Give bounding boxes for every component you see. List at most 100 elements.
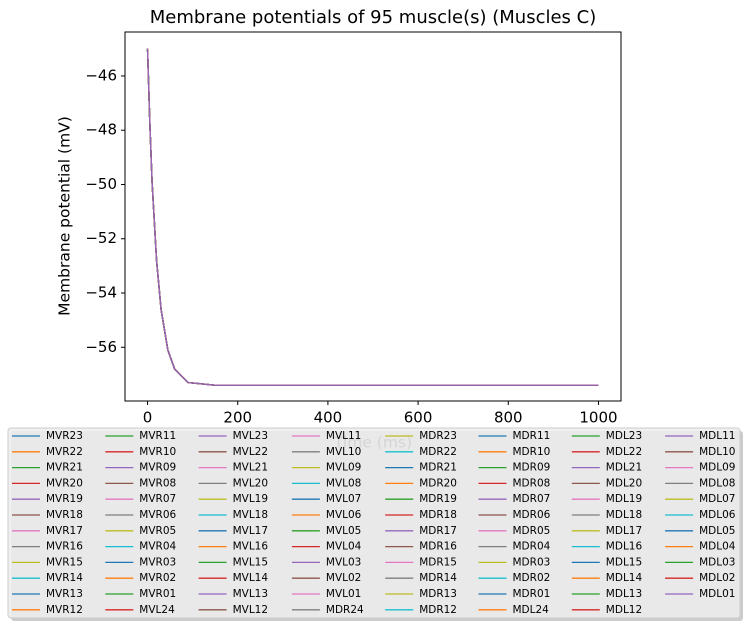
- legend-label: MDL22: [606, 446, 642, 458]
- legend-label: MVR09: [139, 462, 176, 474]
- legend-label: MVR11: [139, 430, 176, 442]
- x-tick-label: 400: [314, 409, 343, 427]
- x-tick-label: 0: [143, 409, 153, 427]
- legend-label: MVL20: [233, 477, 268, 489]
- legend-label: MVL21: [233, 462, 268, 474]
- legend-label: MDR01: [513, 588, 551, 600]
- legend-label: MDL16: [606, 541, 643, 553]
- legend-label: MVR22: [46, 446, 83, 458]
- legend-label: MVL13: [233, 588, 268, 600]
- legend-label: MDL10: [699, 446, 735, 458]
- legend-label: MDL04: [699, 541, 736, 553]
- legend-label: MDR13: [419, 588, 457, 600]
- x-tick-label: 1000: [579, 409, 617, 427]
- legend-label: MDR05: [513, 525, 551, 537]
- legend-label: MVL19: [233, 493, 268, 505]
- legend-label: MVR17: [46, 525, 83, 537]
- legend-label: MVL16: [233, 541, 269, 553]
- legend-label: MDR08: [513, 477, 551, 489]
- legend-label: MDR03: [513, 556, 551, 568]
- legend-label: MVL22: [233, 446, 268, 458]
- legend-label: MDL01: [699, 588, 735, 600]
- y-tick-label: −46: [85, 66, 117, 84]
- legend-label: MDR02: [513, 572, 551, 584]
- legend-label: MDR24: [326, 604, 364, 616]
- legend-label: MDL13: [606, 588, 642, 600]
- legend-label: MDL19: [606, 493, 642, 505]
- legend-label: MVR01: [139, 588, 176, 600]
- legend-label: MVL10: [326, 446, 361, 458]
- legend-label: MDL17: [606, 525, 642, 537]
- legend-label: MVR12: [46, 604, 83, 616]
- legend-label: MDR20: [419, 477, 457, 489]
- y-axis-label: Membrane potential (mV): [56, 116, 74, 316]
- legend-label: MVL12: [233, 604, 268, 616]
- legend-label: MVR08: [139, 477, 176, 489]
- legend-label: MVL24: [139, 604, 175, 616]
- legend-label: MVR23: [46, 430, 83, 442]
- legend-label: MVR20: [46, 477, 83, 489]
- legend-label: MVR07: [139, 493, 176, 505]
- legend-label: MDR17: [419, 525, 457, 537]
- legend-label: MDL18: [606, 509, 642, 521]
- legend-label: MVR05: [139, 525, 176, 537]
- legend-label: MDR19: [419, 493, 457, 505]
- chart-title: Membrane potentials of 95 muscle(s) (Mus…: [150, 7, 597, 28]
- y-tick-label: −48: [85, 121, 117, 139]
- legend-label: MDL11: [699, 430, 735, 442]
- x-tick-label: 800: [494, 409, 523, 427]
- legend-label: MVL06: [326, 509, 362, 521]
- legend-label: MDL06: [699, 509, 736, 521]
- legend-label: MVL15: [233, 556, 268, 568]
- legend-label: MDR16: [419, 541, 457, 553]
- axes-frame: [124, 31, 622, 402]
- legend-label: MDR12: [419, 604, 457, 616]
- legend-label: MVR19: [46, 493, 83, 505]
- legend-label: MDL24: [513, 604, 550, 616]
- legend-label: MDR18: [419, 509, 457, 521]
- y-tick-label: −52: [85, 229, 117, 247]
- legend-label: MDR15: [419, 556, 457, 568]
- legend-label: MVR18: [46, 509, 83, 521]
- legend-label: MVR14: [46, 572, 83, 584]
- legend-label: MDL07: [699, 493, 735, 505]
- legend-label: MVL11: [326, 430, 361, 442]
- legend-label: MVL03: [326, 556, 361, 568]
- legend-label: MDL15: [606, 556, 642, 568]
- legend-label: MVL18: [233, 509, 268, 521]
- legend-label: MVR16: [46, 541, 83, 553]
- legend-label: MVR13: [46, 588, 83, 600]
- legend-label: MDL14: [606, 572, 643, 584]
- legend-label: MVL14: [233, 572, 269, 584]
- legend-label: MDR10: [513, 446, 551, 458]
- x-tick-label: 600: [404, 409, 433, 427]
- legend-label: MDL02: [699, 572, 735, 584]
- legend-label: MVR15: [46, 556, 83, 568]
- legend-label: MVR10: [139, 446, 176, 458]
- legend-label: MDL03: [699, 556, 735, 568]
- legend-label: MVR21: [46, 462, 83, 474]
- legend-box: [7, 427, 741, 619]
- legend-label: MDR06: [513, 509, 551, 521]
- legend-label: MVR02: [139, 572, 176, 584]
- y-tick-label: −54: [85, 284, 117, 302]
- legend-label: MVL09: [326, 462, 361, 474]
- legend-label: MDR04: [513, 541, 551, 553]
- series-line: [146, 48, 599, 386]
- legend-label: MDL20: [606, 477, 642, 489]
- legend-label: MDL08: [699, 477, 735, 489]
- legend-label: MDR22: [419, 446, 457, 458]
- legend-label: MDL21: [606, 462, 642, 474]
- plot-area: [146, 48, 599, 386]
- legend-label: MDL09: [699, 462, 735, 474]
- legend-label: MVL07: [326, 493, 361, 505]
- y-tick-label: −50: [85, 175, 117, 193]
- legend-label: MDR09: [513, 462, 551, 474]
- legend-label: MVR03: [139, 556, 176, 568]
- legend-label: MDR23: [419, 430, 457, 442]
- y-tick-label: −56: [85, 338, 117, 356]
- legend-label: MDR11: [513, 430, 551, 442]
- legend-label: MDR21: [419, 462, 457, 474]
